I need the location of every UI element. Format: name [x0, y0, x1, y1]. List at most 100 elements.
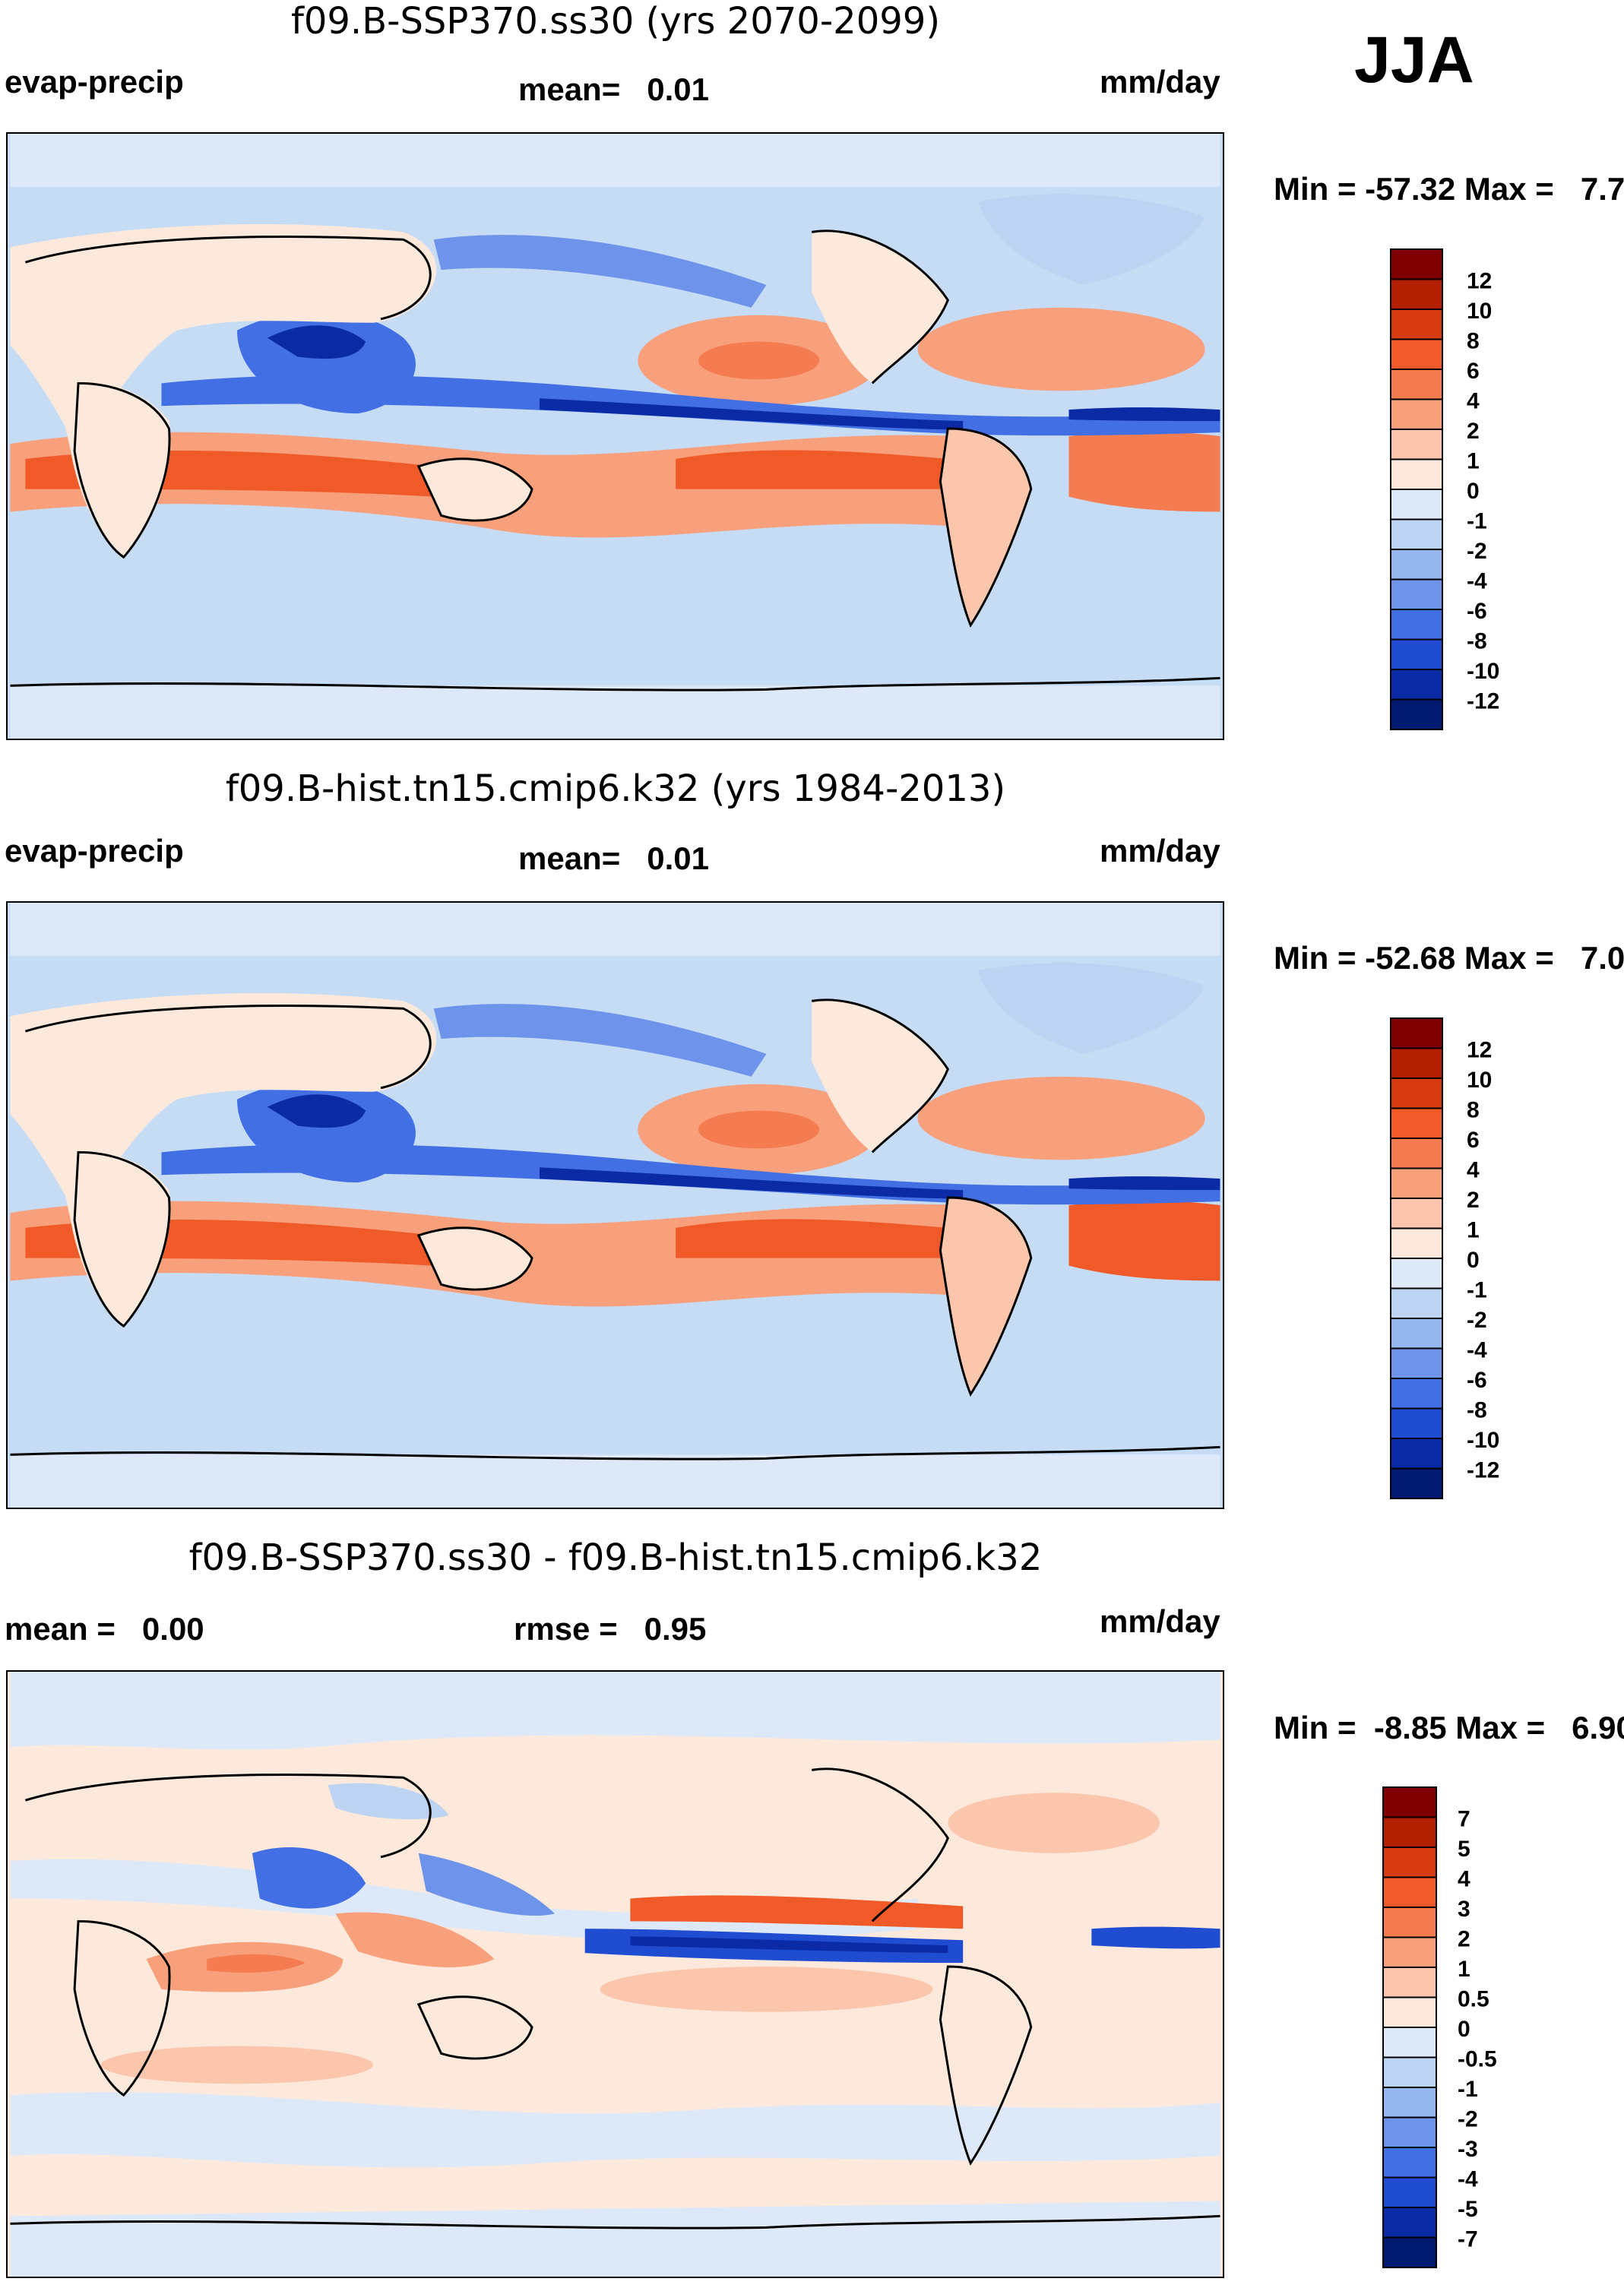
colorbar-swatch — [1390, 1227, 1443, 1259]
colorbar-tick-label: -2 — [1467, 539, 1487, 564]
colorbar-tick-label: 0 — [1467, 479, 1480, 504]
colorbar-swatch — [1390, 1138, 1443, 1169]
colorbar-tick-label: -5 — [1458, 2197, 1478, 2222]
colorbar-swatch — [1390, 309, 1443, 340]
colorbar-swatch — [1390, 669, 1443, 701]
colorbar-swatch — [1382, 1907, 1437, 1938]
colorbar-tick-label: 4 — [1467, 389, 1480, 414]
colorbar-swatch — [1382, 2116, 1437, 2148]
colorbar-swatch — [1382, 1847, 1437, 1878]
panel-3-units-label: mm/day — [1100, 1603, 1220, 1639]
panel-3-minmax-label: Min = -8.85 Max = 6.90 — [1274, 1710, 1624, 1745]
colorbar-tick-label: 4 — [1467, 1158, 1480, 1183]
colorbar-tick-label: -8 — [1467, 1398, 1487, 1423]
panel-3-map — [6, 1670, 1224, 2278]
colorbar-tick-label: 2 — [1467, 1188, 1480, 1213]
colorbar-swatch — [1382, 1996, 1437, 2028]
colorbar-swatch — [1390, 1167, 1443, 1199]
colorbar-tick-label: 0 — [1467, 1248, 1480, 1273]
colorbar-tick-label: -4 — [1458, 2167, 1478, 2192]
panel-2-map — [6, 901, 1224, 1509]
colorbar-tick-label: 5 — [1458, 1837, 1470, 1862]
colorbar-tick-label: 6 — [1467, 1128, 1480, 1153]
colorbar-swatch — [1390, 1047, 1443, 1079]
colorbar-tick-label: 10 — [1467, 299, 1492, 324]
colorbar-tick-label: -2 — [1467, 1308, 1487, 1333]
colorbar-tick-label: -1 — [1467, 1278, 1487, 1303]
colorbar-swatch — [1390, 1467, 1443, 1499]
colorbar-swatch — [1390, 1438, 1443, 1470]
colorbar-tick-label: -8 — [1467, 629, 1487, 654]
colorbar-swatch — [1390, 248, 1443, 280]
colorbar-swatch — [1390, 1107, 1443, 1139]
colorbar-tick-label: 4 — [1458, 1867, 1470, 1892]
colorbar-swatch — [1390, 369, 1443, 400]
colorbar-swatch — [1382, 2176, 1437, 2208]
panel-3-mean-label: mean = 0.00 — [5, 1611, 204, 1647]
colorbar-swatch — [1390, 609, 1443, 641]
panel-2-title: f09.B-hist.tn15.cmip6.k32 (yrs 1984-2013… — [225, 767, 1006, 810]
panel-1-map — [6, 132, 1224, 740]
colorbar-tick-label: -1 — [1458, 2077, 1478, 2102]
colorbar-tick-label: -4 — [1467, 569, 1487, 594]
panel-1-units-label: mm/day — [1100, 64, 1220, 100]
colorbar-tick-label: -7 — [1458, 2227, 1478, 2252]
panel-3-title: f09.B-SSP370.ss30 - f09.B-hist.tn15.cmip… — [188, 1536, 1043, 1579]
colorbar-tick-label: 8 — [1467, 329, 1480, 354]
colorbar-swatch — [1390, 458, 1443, 490]
colorbar-swatch — [1390, 1198, 1443, 1229]
colorbar-swatch — [1390, 338, 1443, 370]
colorbar-swatch — [1390, 698, 1443, 730]
colorbar-tick-label: -12 — [1467, 689, 1499, 714]
colorbar-swatch — [1390, 638, 1443, 670]
panel-3-colorbar: 7 5 4 3 2 1 0.5 0 -0.5 -1 -2 -3 -4 -5 -7 — [1382, 1786, 1497, 2268]
colorbar-tick-label: 2 — [1467, 419, 1480, 444]
colorbar-swatch — [1390, 578, 1443, 610]
colorbar-swatch — [1390, 429, 1443, 460]
colorbar-swatch — [1390, 549, 1443, 581]
colorbar-swatch — [1390, 1318, 1443, 1350]
panel-1-variable-label: evap-precip — [5, 64, 184, 100]
colorbar-tick-label: 7 — [1458, 1807, 1470, 1832]
colorbar-swatch — [1382, 1876, 1437, 1908]
panel-2-variable-label: evap-precip — [5, 833, 184, 869]
colorbar-swatch — [1390, 1078, 1443, 1109]
colorbar-swatch — [1390, 1378, 1443, 1410]
panel-1-map-svg — [10, 134, 1220, 739]
panel-1-minmax-label: Min = -57.32 Max = 7.73 — [1274, 171, 1624, 207]
colorbar-tick-label: 8 — [1467, 1098, 1480, 1123]
colorbar-swatch — [1390, 1287, 1443, 1319]
panel-1-mean-label: mean= 0.01 — [518, 71, 709, 107]
colorbar-tick-label: 12 — [1467, 1038, 1492, 1063]
panel-3-map-svg — [10, 1672, 1220, 2277]
colorbar-swatch — [1382, 2147, 1437, 2179]
colorbar-tick-label: 2 — [1458, 1927, 1470, 1952]
colorbar-tick-label: 1 — [1467, 1218, 1480, 1243]
colorbar-tick-label: 0.5 — [1458, 1987, 1489, 2012]
colorbar-swatch — [1390, 398, 1443, 430]
colorbar-swatch — [1382, 2027, 1437, 2059]
panel-3-rmse-label: rmse = 0.95 — [514, 1611, 707, 1647]
colorbar-swatch — [1382, 1936, 1437, 1968]
colorbar-swatch — [1390, 518, 1443, 550]
panel-2-map-svg — [10, 903, 1220, 1508]
colorbar-swatch — [1382, 2056, 1437, 2088]
colorbar-tick-label: -6 — [1467, 599, 1487, 624]
colorbar-swatch — [1390, 489, 1443, 521]
colorbar-swatch — [1390, 1017, 1443, 1049]
colorbar-tick-label: -2 — [1458, 2107, 1478, 2132]
panel-2-mean-label: mean= 0.01 — [518, 840, 709, 876]
colorbar-tick-label: 1 — [1458, 1957, 1470, 1982]
colorbar-swatch — [1382, 2207, 1437, 2239]
colorbar-swatch — [1382, 1967, 1437, 1998]
colorbar-tick-label: -6 — [1467, 1368, 1487, 1393]
colorbar-tick-label: -10 — [1467, 1428, 1499, 1453]
colorbar-tick-label: -1 — [1467, 509, 1487, 534]
colorbar-tick-label: 12 — [1467, 269, 1492, 294]
colorbar-swatch — [1390, 1258, 1443, 1290]
panel-2-units-label: mm/day — [1100, 833, 1220, 869]
colorbar-swatch — [1390, 278, 1443, 310]
colorbar-tick-label: -3 — [1458, 2137, 1478, 2162]
